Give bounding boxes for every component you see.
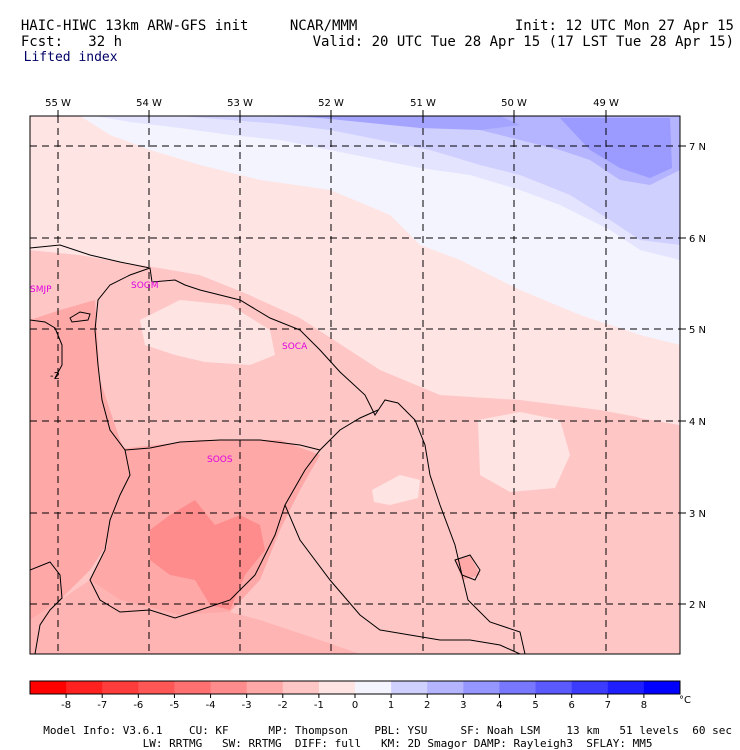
axis-ticks — [57, 110, 686, 605]
colorbar-swatch — [102, 681, 139, 694]
lon-label: 50 W — [501, 98, 527, 109]
colorbar-tick-label: -4 — [206, 700, 216, 711]
forecast-hour: Fcst: 32 h — [20, 34, 123, 50]
colorbar-swatch — [427, 681, 464, 694]
station-labels: SMJP SOGM SOCA SOOS — [30, 281, 308, 465]
colorbar-swatch — [30, 681, 67, 694]
contour-label: -2 — [50, 371, 60, 382]
station-label: SOGM — [131, 281, 159, 291]
footer-physics-info: LW: RRTMG SW: RRTMG DIFF: full KM: 2D Sm… — [43, 737, 653, 750]
colorbar-swatch — [391, 681, 428, 694]
colorbar-tick-label: 6 — [568, 700, 574, 711]
lon-label: 49 W — [593, 98, 619, 109]
colorbar-tick-label: 0 — [352, 700, 358, 711]
shaded-field — [30, 116, 680, 654]
colorbar: -8 -7 -6 -5 -4 -3 -2 -1 0 1 2 3 4 5 6 7 8 — [29, 680, 681, 711]
colorbar-tick-label: 7 — [605, 700, 611, 711]
colorbar-tick-label: 1 — [388, 700, 394, 711]
colorbar-swatch — [318, 681, 356, 694]
colorbar-swatch — [138, 681, 175, 694]
colorbar-swatch — [282, 681, 320, 694]
lon-label: 51 W — [410, 98, 436, 109]
lat-labels: 7 N 6 N 5 N 4 N 3 N 2 N — [689, 142, 706, 611]
colorbar-swatch — [66, 681, 103, 694]
lon-labels: 55 W 54 W 53 W 52 W 51 W 50 W 49 W — [45, 98, 619, 109]
lat-label: 7 N — [689, 142, 706, 153]
latlon-grid — [30, 116, 680, 654]
model-title: HAIC-HIWC 13km ARW-GFS init — [20, 18, 249, 34]
colorbar-tick-label: -8 — [61, 700, 71, 711]
footer-model-info: Model Info: V3.6.1 CU: KF MP: Thompson P… — [43, 724, 732, 737]
colorbar-swatch — [607, 681, 645, 694]
lon-label: 52 W — [318, 98, 344, 109]
colorbar-tick-label: 3 — [460, 700, 466, 711]
lat-label: 4 N — [689, 417, 706, 428]
colorbar-tick-label: -2 — [278, 700, 288, 711]
colorbar-tick-label: 4 — [496, 700, 502, 711]
colorbar-swatch — [355, 681, 392, 694]
field-name: Lifted index — [23, 50, 118, 65]
colorbar-tick-label: -7 — [97, 700, 107, 711]
coastline — [30, 244, 526, 654]
org-label: NCAR/MMM — [289, 18, 358, 34]
plot-frame — [29, 115, 681, 655]
colorbar-swatch — [535, 681, 573, 694]
lon-label: 54 W — [136, 98, 162, 109]
init-time: Init: 12 UTC Mon 27 Apr 15 — [514, 18, 734, 34]
colorbar-tick-label: -1 — [314, 700, 324, 711]
colorbar-tick-label: 8 — [641, 700, 647, 711]
colorbar-unit: °C — [679, 695, 691, 706]
colorbar-swatch — [499, 681, 537, 694]
station-label: SOOS — [207, 455, 233, 465]
lat-label: 5 N — [689, 325, 706, 336]
colorbar-swatch — [571, 681, 609, 694]
colorbar-tick-label: 2 — [424, 700, 430, 711]
valid-time: Valid: 20 UTC Tue 28 Apr 15 (17 LST Tue … — [312, 34, 734, 50]
colorbar-swatch — [643, 681, 681, 694]
colorbar-tick-label: -6 — [133, 700, 143, 711]
colorbar-swatch — [463, 681, 500, 694]
station-label: SOCA — [282, 342, 308, 352]
colorbar-swatch — [210, 681, 248, 694]
lat-label: 2 N — [689, 600, 706, 611]
colorbar-swatch — [174, 681, 212, 694]
station-label: SMJP — [30, 285, 52, 295]
colorbar-tick-label: -5 — [169, 700, 179, 711]
lon-label: 55 W — [45, 98, 71, 109]
colorbar-swatch — [246, 681, 284, 694]
lat-label: 3 N — [689, 509, 706, 520]
colorbar-tick-label: -3 — [242, 700, 252, 711]
colorbar-tick-label: 5 — [532, 700, 538, 711]
lat-label: 6 N — [689, 234, 706, 245]
lon-label: 53 W — [227, 98, 253, 109]
